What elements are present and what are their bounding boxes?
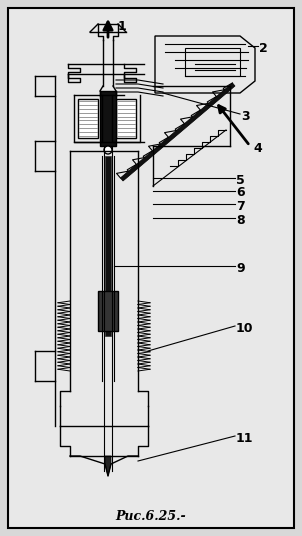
Text: 10: 10 xyxy=(236,322,253,334)
Text: Рис.6.25.-: Рис.6.25.- xyxy=(116,510,186,523)
Text: 9: 9 xyxy=(236,262,245,274)
Polygon shape xyxy=(155,36,255,93)
Bar xyxy=(116,99,136,138)
Text: 8: 8 xyxy=(236,213,245,227)
Bar xyxy=(78,99,98,138)
Text: 2: 2 xyxy=(259,41,268,55)
Polygon shape xyxy=(105,456,111,476)
Text: 11: 11 xyxy=(236,431,253,444)
Text: 4: 4 xyxy=(253,142,262,154)
Text: 3: 3 xyxy=(241,109,250,123)
Text: 7: 7 xyxy=(236,199,245,212)
Text: 6: 6 xyxy=(236,187,245,199)
Bar xyxy=(98,291,118,331)
Bar xyxy=(100,91,116,146)
Text: 5: 5 xyxy=(236,174,245,187)
Bar xyxy=(105,156,111,336)
Text: 1: 1 xyxy=(118,19,127,33)
Polygon shape xyxy=(120,83,235,181)
Bar xyxy=(185,48,240,76)
Circle shape xyxy=(104,146,112,154)
